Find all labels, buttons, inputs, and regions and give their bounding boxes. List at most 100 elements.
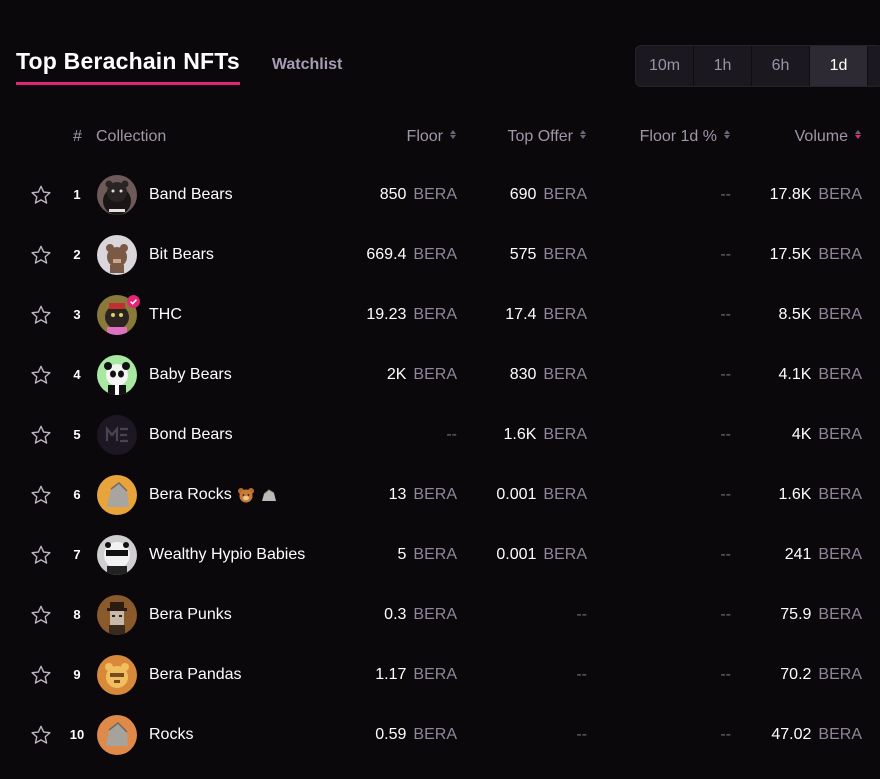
- rank: 5: [73, 427, 81, 442]
- star-icon[interactable]: [30, 304, 52, 326]
- floor-change: --: [720, 606, 731, 623]
- column-floor-change-label: Floor 1d %: [639, 128, 717, 145]
- timeframe-1h-button[interactable]: 1h: [694, 46, 752, 86]
- star-icon[interactable]: [30, 184, 52, 206]
- top-offer: --: [576, 726, 587, 743]
- floor-price: 2K BERA: [386, 366, 457, 383]
- star-icon[interactable]: [30, 724, 52, 746]
- volume: 70.2 BERA: [780, 666, 862, 683]
- timeframe-6h-button[interactable]: 6h: [752, 46, 810, 86]
- collection-name[interactable]: Wealthy Hypio Babies: [149, 546, 306, 563]
- column-top-offer[interactable]: Top Offer: [507, 126, 587, 148]
- sort-icon: [449, 129, 457, 140]
- tab-watchlist[interactable]: Watchlist: [271, 56, 343, 73]
- rank: 2: [73, 247, 81, 262]
- floor-price: 850 BERA: [379, 186, 457, 203]
- floor-change: --: [720, 666, 731, 683]
- top-offer: 17.4 BERA: [505, 306, 587, 323]
- sort-desc-icon: [854, 129, 862, 140]
- timeframe-selector: 10m 1h 6h 1d: [635, 45, 880, 87]
- column-rank: #: [73, 128, 82, 145]
- rank: 8: [73, 607, 81, 622]
- floor-change: --: [720, 246, 731, 263]
- floor-price: 19.23 BERA: [366, 306, 457, 323]
- collection-name[interactable]: Band Bears: [149, 186, 233, 203]
- collection-avatar: [97, 655, 137, 695]
- table-row[interactable]: 5 Bond Bears -- 1.6K BERA -- 4K BERA: [0, 405, 880, 465]
- top-offer: 690 BERA: [509, 186, 587, 203]
- table-header: # Collection Floor Top Offer Floor 1d % …: [0, 126, 880, 150]
- verified-badge-icon: [127, 295, 140, 308]
- table-row[interactable]: 2 Bit Bears 669.4 BERA 575 BERA -- 17.5K BE…: [0, 225, 880, 285]
- floor-price: 0.3 BERA: [384, 606, 457, 623]
- floor-price: 669.4 BERA: [366, 246, 457, 263]
- timeframe-more-button[interactable]: [868, 46, 880, 86]
- table-row[interactable]: 4 Baby Bears 2K BERA 830 BERA -- 4.1K BERA: [0, 345, 880, 405]
- floor-price: --: [446, 426, 457, 443]
- rank: 6: [73, 487, 81, 502]
- collection-name[interactable]: Bera Rocks: [149, 465, 278, 525]
- column-collection: Collection: [96, 128, 167, 145]
- timeframe-1d-button[interactable]: 1d: [810, 46, 868, 86]
- sort-icon: [723, 129, 731, 140]
- collection-name[interactable]: Bit Bears: [149, 246, 214, 263]
- floor-change: --: [720, 186, 731, 203]
- star-icon[interactable]: [30, 244, 52, 266]
- collection-name[interactable]: Rocks: [149, 726, 194, 743]
- top-offer: --: [576, 606, 587, 623]
- column-floor[interactable]: Floor: [407, 126, 457, 148]
- collection-avatar: [97, 235, 137, 275]
- rank: 9: [73, 667, 81, 682]
- collection-name[interactable]: Bera Punks: [149, 606, 232, 623]
- collection-avatar: [97, 175, 137, 215]
- tab-top-nfts[interactable]: Top Berachain NFTs: [16, 46, 240, 85]
- star-icon[interactable]: [30, 604, 52, 626]
- collection-name[interactable]: Baby Bears: [149, 366, 232, 383]
- top-offer: 575 BERA: [509, 246, 587, 263]
- star-icon[interactable]: [30, 424, 52, 446]
- floor-change: --: [720, 486, 731, 503]
- top-offer: 1.6K BERA: [503, 426, 588, 443]
- bear-emoji-icon: [237, 487, 254, 503]
- rank: 4: [73, 367, 81, 382]
- top-offer: --: [576, 666, 587, 683]
- collection-avatar: [97, 475, 137, 515]
- floor-price: 5 BERA: [397, 546, 457, 563]
- star-icon[interactable]: [30, 364, 52, 386]
- column-floor-label: Floor: [406, 128, 443, 145]
- star-icon[interactable]: [30, 664, 52, 686]
- table-row[interactable]: 10 Rocks 0.59 BERA -- -- 47.02 BERA: [0, 705, 880, 765]
- star-icon[interactable]: [30, 484, 52, 506]
- volume: 75.9 BERA: [780, 606, 862, 623]
- floor-price: 1.17 BERA: [375, 666, 457, 683]
- volume: 8.5K BERA: [778, 306, 863, 323]
- floor-price: 0.59 BERA: [375, 726, 457, 743]
- volume: 4K BERA: [791, 426, 862, 443]
- timeframe-10m-button[interactable]: 10m: [636, 46, 694, 86]
- collection-avatar: [97, 535, 137, 575]
- column-volume[interactable]: Volume: [795, 126, 862, 148]
- table-row[interactable]: 7 Wealthy Hypio Babies 5 BERA 0.001 BERA -…: [0, 525, 880, 585]
- volume: 47.02 BERA: [771, 726, 862, 743]
- table-row[interactable]: 6 Bera Rocks 13 BERA 0.001 BERA -- 1.6K BER…: [0, 465, 880, 525]
- collection-name[interactable]: Bera Pandas: [149, 666, 242, 683]
- volume: 17.5K BERA: [769, 246, 862, 263]
- collection-table: 1 Band Bears 850 BERA 690 BERA -- 17.8K BER…: [0, 165, 880, 765]
- floor-change: --: [720, 306, 731, 323]
- floor-change: --: [720, 366, 731, 383]
- table-row[interactable]: 3 THC 19.23 BERA 17.4 BERA -- 8.5K BERA: [0, 285, 880, 345]
- volume: 4.1K BERA: [778, 366, 863, 383]
- volume: 241 BERA: [784, 546, 862, 563]
- column-floor-change[interactable]: Floor 1d %: [640, 126, 731, 148]
- top-offer: 0.001 BERA: [496, 486, 587, 503]
- table-row[interactable]: 8 Bera Punks 0.3 BERA -- -- 75.9 BERA: [0, 585, 880, 645]
- collection-name[interactable]: Bond Bears: [149, 426, 233, 443]
- star-icon[interactable]: [30, 544, 52, 566]
- floor-change: --: [720, 426, 731, 443]
- table-row[interactable]: 1 Band Bears 850 BERA 690 BERA -- 17.8K BER…: [0, 165, 880, 225]
- floor-price: 13 BERA: [388, 486, 457, 503]
- collection-avatar: [97, 595, 137, 635]
- rank: 3: [73, 307, 81, 322]
- table-row[interactable]: 9 Bera Pandas 1.17 BERA -- -- 70.2 BERA: [0, 645, 880, 705]
- collection-name[interactable]: THC: [149, 306, 182, 323]
